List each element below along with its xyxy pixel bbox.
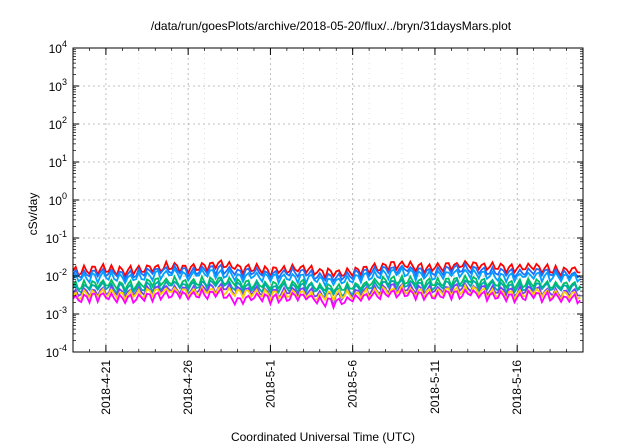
y-tick-label: 104 [49,39,67,56]
y-tick-exponent: -4 [59,343,67,353]
x-axis: 2018-4-21 2018-4-26 2018-5-1 2018-5-6 2018-5… [72,48,584,415]
y-tick-exponent: 1 [62,153,67,163]
y-tick-label: 10-4 [46,343,67,360]
data-series-line [72,258,581,282]
y-tick-exponent: -2 [59,267,67,277]
x-tick-label: 2018-5-1 [263,360,277,408]
data-series-line [72,277,581,298]
y-tick-label: 10-3 [46,305,67,322]
x-tick-label: 2018-4-21 [99,360,113,415]
y-tick-label: 10-2 [46,267,67,284]
y-tick-base: 10 [46,308,60,322]
x-tick-label: 2018-5-11 [428,360,442,414]
y-axis-label: cSv/day [26,193,40,236]
y-tick-exponent: 2 [62,115,67,125]
y-tick-exponent: -3 [59,305,67,315]
x-tick-label: 2018-5-6 [346,360,360,408]
y-tick-label: 102 [49,115,67,132]
y-tick-exponent: 4 [62,39,67,49]
y-tick-base: 10 [49,118,63,132]
series-layer [72,258,582,311]
y-tick-base: 10 [46,346,60,360]
x-tick-label: 2018-5-16 [510,360,524,415]
data-series-line [72,273,582,294]
y-tick-base: 10 [49,42,63,56]
data-series-line [72,264,581,289]
data-series-line [72,261,581,283]
x-tick-label: 2018-4-26 [181,360,195,415]
y-tick-base: 10 [46,232,60,246]
y-tick-label: 101 [49,153,67,170]
data-series-line [72,283,581,303]
y-tick-base: 10 [46,270,60,284]
x-axis-label: Coordinated Universal Time (UTC) [231,430,415,444]
y-tick-base: 10 [49,194,63,208]
y-tick-exponent: 0 [62,191,67,201]
y-tick-exponent: 3 [62,77,67,87]
y-tick-base: 10 [49,156,63,170]
chart-title: /data/run/goesPlots/archive/2018-05-20/f… [151,19,512,33]
y-tick-base: 10 [49,80,63,94]
y-tick-label: 103 [49,77,67,94]
y-tick-exponent: -1 [59,229,67,239]
y-tick-label: 100 [49,191,67,208]
y-tick-label: 10-1 [46,229,67,246]
data-series-line [72,286,581,311]
